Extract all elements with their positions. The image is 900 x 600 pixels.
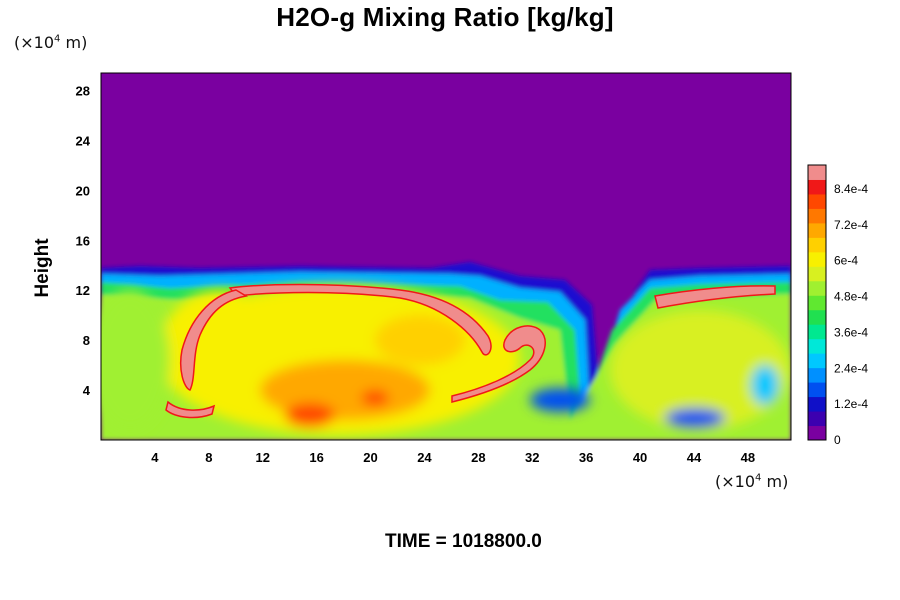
x-tick-label: 16	[309, 450, 323, 465]
colorbar-frame	[807, 164, 827, 441]
colorbar-tick-label: 8.4e-4	[834, 182, 868, 196]
y-axis-unit: (×104 m)	[14, 33, 87, 52]
colorbar-swatch	[808, 411, 826, 427]
x-tick-label: 40	[633, 450, 647, 465]
colorbar: 0 1.2e-4 2.4e-4 3.6e-4 4.8e-4 6e-4 7.2e-4 8.4e-…	[807, 164, 868, 447]
time-label: TIME = 1018800.0	[385, 531, 542, 552]
y-unit-prefix: (×10	[14, 33, 55, 52]
colorbar-swatch	[808, 208, 826, 224]
colorbar-swatch	[808, 251, 826, 267]
colorbar-swatch	[808, 309, 826, 325]
y-unit-exponent: 4	[54, 33, 61, 45]
chart-title: H2O-g Mixing Ratio [kg/kg]	[276, 2, 614, 32]
colorbar-swatch	[808, 324, 826, 340]
colorbar-tick-label: 0	[834, 433, 841, 447]
x-unit-exponent: 4	[755, 472, 762, 484]
colorbar-swatch	[808, 353, 826, 369]
colorbar-tick-label: 4.8e-4	[834, 290, 868, 304]
x-tick-label: 36	[579, 450, 593, 465]
colorbar-swatch	[808, 280, 826, 296]
colorbar-swatch	[808, 179, 826, 195]
y-tick-label: 4	[83, 383, 91, 398]
x-tick-label: 20	[363, 450, 377, 465]
field-layer	[101, 73, 791, 440]
x-unit-prefix: (×10	[715, 472, 756, 491]
x-tick-label: 12	[255, 450, 269, 465]
colorbar-tick-label: 2.4e-4	[834, 361, 868, 375]
y-tick-label: 16	[76, 233, 90, 248]
colorbar-swatch	[808, 338, 826, 354]
y-tick-label: 20	[76, 183, 90, 198]
x-tick-label: 48	[741, 450, 755, 465]
y-tick-label: 12	[76, 283, 90, 298]
x-tick-label: 32	[525, 450, 539, 465]
x-tick-label: 28	[471, 450, 485, 465]
x-axis-unit: (×104 m)	[715, 472, 788, 491]
colorbar-tick-label: 7.2e-4	[834, 218, 868, 232]
colorbar-swatch	[808, 237, 826, 253]
colorbar-swatch	[808, 193, 826, 209]
colorbar-swatch	[808, 295, 826, 311]
colorbar-swatch	[808, 396, 826, 412]
x-tick-label: 4	[151, 450, 159, 465]
colorbar-tick-label: 6e-4	[834, 254, 858, 268]
x-tick-label: 24	[417, 450, 432, 465]
x-ticks: 4 8 12 16 20 24 28 32 36 40 44 48	[151, 450, 755, 465]
colorbar-tick-label: 3.6e-4	[834, 325, 868, 339]
high-moisture-filaments	[165, 283, 776, 419]
colorbar-tick-label: 1.2e-4	[834, 397, 868, 411]
colorbar-swatch	[808, 266, 826, 282]
y-ticks: 4 8 12 16 20 24 28	[76, 83, 91, 398]
plot-frame	[100, 72, 792, 441]
colorbar-swatch	[808, 382, 826, 398]
colorbar-swatch	[808, 222, 826, 238]
x-tick-label: 44	[687, 450, 702, 465]
y-tick-label: 28	[76, 83, 90, 98]
colorbar-swatch	[808, 425, 826, 441]
y-unit-suffix: m)	[60, 33, 88, 52]
x-unit-suffix: m)	[761, 472, 789, 491]
y-tick-label: 24	[76, 133, 91, 148]
colorbar-swatch	[808, 367, 826, 383]
y-tick-label: 8	[83, 333, 90, 348]
colorbar-swatch	[808, 165, 826, 180]
x-tick-label: 8	[205, 450, 212, 465]
